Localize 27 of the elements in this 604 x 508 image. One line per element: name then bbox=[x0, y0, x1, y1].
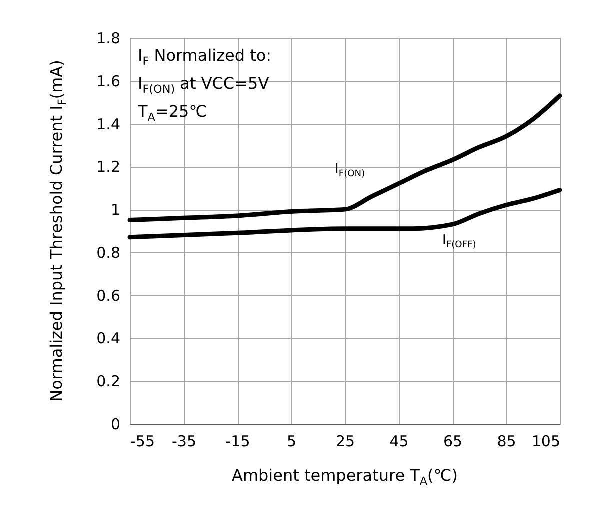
x-tick-label: -55 bbox=[130, 432, 155, 450]
y-tick-label: 1 bbox=[110, 201, 120, 220]
y-tick-label: 1.2 bbox=[96, 158, 120, 176]
y-tick-label: 0.2 bbox=[96, 372, 120, 391]
x-tick-label: 5 bbox=[286, 432, 297, 450]
y-tick-label: 0.6 bbox=[96, 286, 120, 305]
y-tick-label: 1.8 bbox=[96, 30, 120, 48]
x-tick-label: 105 bbox=[532, 432, 560, 450]
y-tick-label: 0 bbox=[110, 416, 120, 434]
y-tick-label: 1.4 bbox=[96, 115, 120, 134]
y-tick-label: 1.6 bbox=[96, 72, 120, 90]
line-series bbox=[128, 94, 562, 223]
x-axis-title: Ambient temperature T$_{A}$(℃) bbox=[232, 466, 458, 488]
series-label: I$_{F(OFF)}$ bbox=[442, 232, 476, 250]
y-tick-label: 0.8 bbox=[96, 244, 120, 262]
line-series bbox=[128, 188, 562, 240]
annotation: I$_{F(ON)}$ at VCC=5V bbox=[138, 74, 270, 96]
x-tick-label: -15 bbox=[226, 432, 250, 450]
annotation: T$_{A}$=25℃ bbox=[138, 102, 208, 124]
x-tick-label: -35 bbox=[172, 432, 196, 450]
y-tick-label: 0.4 bbox=[96, 330, 120, 348]
annotation: I$_{F}$ Normalized to: bbox=[138, 46, 272, 68]
series-label: I$_{F(ON)}$ bbox=[335, 162, 366, 180]
x-tick-label: 45 bbox=[390, 432, 409, 450]
x-tick-label: 65 bbox=[443, 432, 463, 450]
x-tick-label: 85 bbox=[497, 432, 516, 450]
x-tick-label: 25 bbox=[336, 432, 356, 450]
